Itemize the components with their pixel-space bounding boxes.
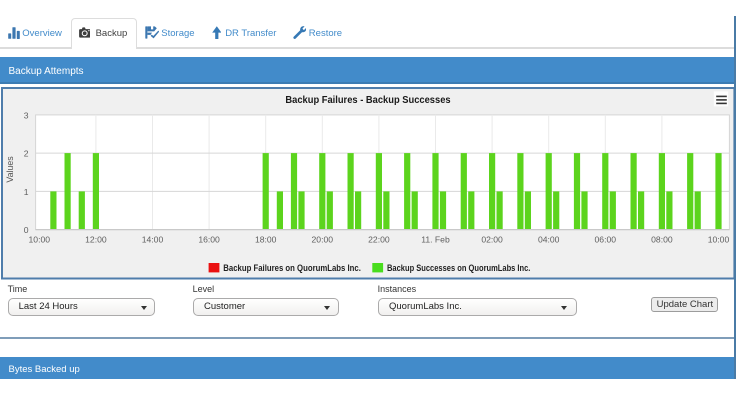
svg-text:22:00: 22:00 <box>368 235 390 245</box>
svg-text:Values: Values <box>5 156 15 183</box>
svg-text:12:00: 12:00 <box>85 235 107 245</box>
svg-text:04:00: 04:00 <box>538 235 560 245</box>
svg-text:2: 2 <box>24 149 29 159</box>
svg-text:11. Feb: 11. Feb <box>421 235 450 245</box>
svg-text:02:00: 02:00 <box>481 235 503 245</box>
svg-text:10:00: 10:00 <box>708 235 730 245</box>
svg-text:08:00: 08:00 <box>651 235 673 245</box>
svg-text:Backup Failures on QuorumLabs: Backup Failures on QuorumLabs Inc. <box>223 263 361 274</box>
svg-text:Backup Failures - Backup Succe: Backup Failures - Backup Successes <box>285 94 450 106</box>
svg-text:0: 0 <box>24 225 29 235</box>
svg-text:18:00: 18:00 <box>255 235 277 245</box>
svg-text:1: 1 <box>24 187 29 197</box>
svg-text:14:00: 14:00 <box>142 235 164 245</box>
svg-text:20:00: 20:00 <box>312 235 334 245</box>
svg-text:10:00: 10:00 <box>29 235 51 245</box>
svg-text:16:00: 16:00 <box>198 235 220 245</box>
svg-text:Backup Successes on QuorumLabs: Backup Successes on QuorumLabs Inc. <box>387 263 530 274</box>
svg-text:06:00: 06:00 <box>595 235 617 245</box>
svg-text:3: 3 <box>24 110 29 120</box>
